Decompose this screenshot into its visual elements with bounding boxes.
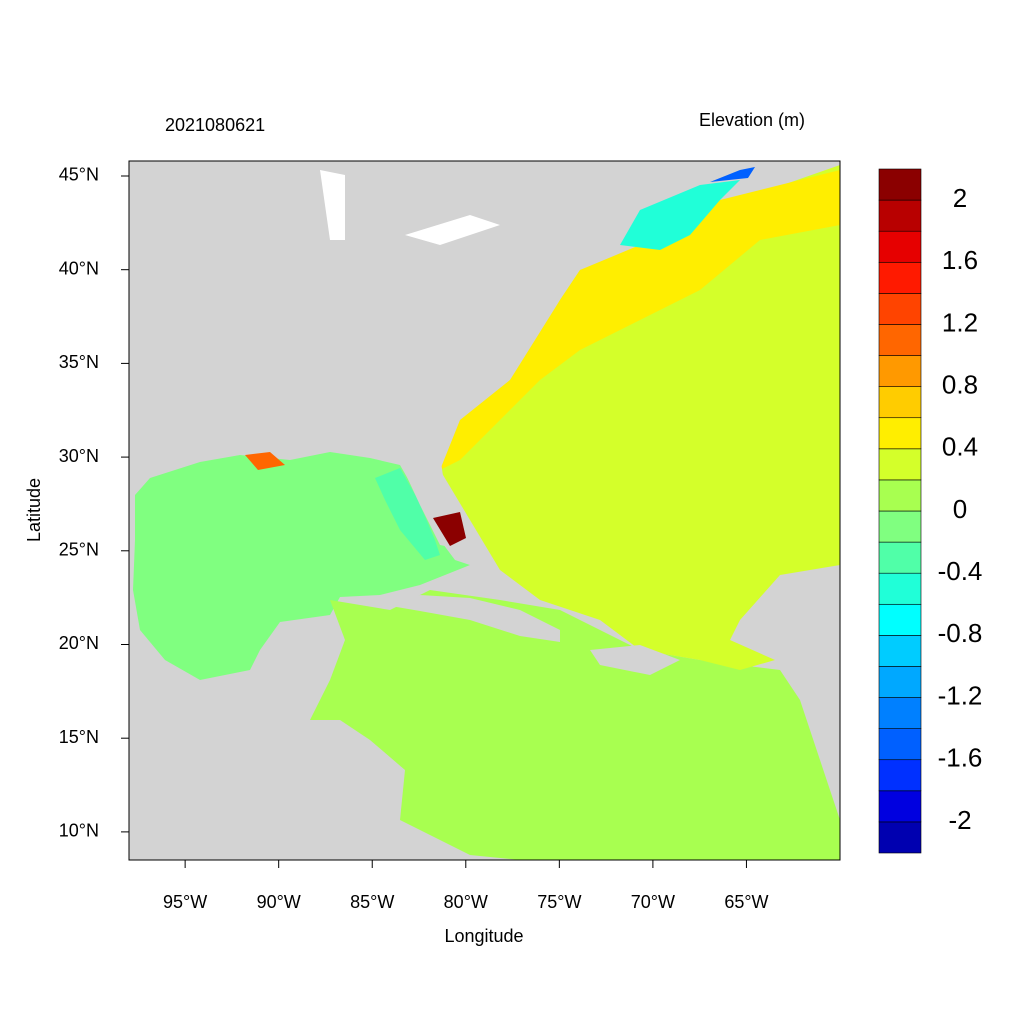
colorbar-box xyxy=(878,697,922,729)
x-tick-label: 65°W xyxy=(724,892,768,912)
louisiana-surge xyxy=(245,452,285,470)
x-tick-label: 80°W xyxy=(444,892,488,912)
atlantic xyxy=(440,165,840,670)
y-tick-label: 25°N xyxy=(59,540,99,560)
colorbar-box xyxy=(878,510,922,543)
colorbar-box xyxy=(878,386,922,419)
y-tick-label: 45°N xyxy=(59,165,99,185)
x-tick-label: 70°W xyxy=(631,892,675,912)
colorbar-label: 0 xyxy=(953,494,967,524)
colorbar-box xyxy=(878,728,922,761)
y-tick-label: 20°N xyxy=(59,633,99,653)
plot-frame xyxy=(128,160,841,861)
colorbar-box xyxy=(878,666,922,698)
colorbar-box xyxy=(878,230,922,263)
colorbar-box xyxy=(878,479,922,512)
caribbean xyxy=(310,590,840,860)
colorbar-label: 0.8 xyxy=(942,370,978,400)
cuba xyxy=(385,595,560,642)
hispaniola xyxy=(590,645,680,675)
colorbar-label: 2 xyxy=(953,183,967,213)
colorbar-box xyxy=(878,541,922,574)
colorbar-label: -0.8 xyxy=(938,618,983,648)
colorbar-box xyxy=(878,572,922,605)
colorbar-box xyxy=(878,635,922,667)
y-tick-label: 10°N xyxy=(59,821,99,841)
bay-of-fundy xyxy=(710,167,755,182)
colorbar-box xyxy=(878,448,922,481)
colorbar-box xyxy=(878,790,922,823)
colorbar-box xyxy=(878,293,922,325)
colorbar-box xyxy=(878,199,922,232)
colorbar-box xyxy=(878,417,922,450)
colorbar-label: 0.4 xyxy=(942,432,978,462)
colorbar-box xyxy=(878,355,922,387)
colorbar-box xyxy=(878,168,922,201)
florida-shelf xyxy=(375,468,440,560)
colorbar-box xyxy=(878,821,922,854)
gulf-of-mexico xyxy=(133,452,470,680)
x-tick-label: 90°W xyxy=(257,892,301,912)
colorbar-box xyxy=(878,603,922,636)
great-lake xyxy=(320,170,345,240)
x-tick-label: 75°W xyxy=(537,892,581,912)
colorbar-label: 1.2 xyxy=(942,307,978,337)
great-lake xyxy=(405,215,500,245)
x-tick-label: 95°W xyxy=(163,892,207,912)
colorbar-box xyxy=(878,261,922,294)
y-tick-label: 30°N xyxy=(59,446,99,466)
y-tick-label: 35°N xyxy=(59,352,99,372)
coastal-band xyxy=(440,170,840,470)
colorbar-label: 1.6 xyxy=(942,245,978,275)
map-subtitle: Elevation (m) xyxy=(699,110,805,130)
x-axis-label: Longitude xyxy=(444,926,523,946)
map-area xyxy=(129,161,840,860)
colorbar-box xyxy=(878,324,922,356)
y-tick-label: 40°N xyxy=(59,258,99,278)
florida-surge xyxy=(433,512,466,546)
gulf-of-maine xyxy=(620,180,740,250)
x-tick-label: 85°W xyxy=(350,892,394,912)
colorbar-label: -2 xyxy=(948,805,971,835)
colorbar-label: -1.2 xyxy=(938,680,983,710)
map-title: 2021080621 xyxy=(165,115,265,135)
colorbar-box xyxy=(878,759,922,792)
y-tick-label: 15°N xyxy=(59,727,99,747)
y-axis-label: Latitude xyxy=(24,478,44,542)
colorbar-label: -1.6 xyxy=(938,743,983,773)
colorbar-label: -0.4 xyxy=(938,556,983,586)
